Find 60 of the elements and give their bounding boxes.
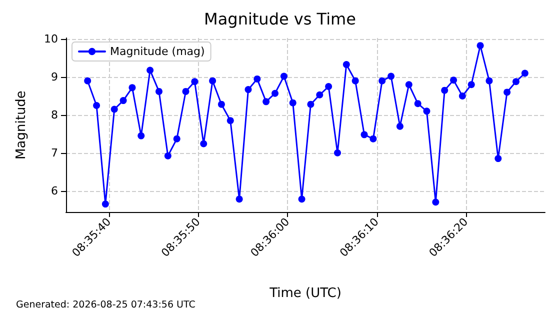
point [307,100,314,108]
point [280,72,288,80]
text: Generated: 2026-08-25 07:43:56 UTC [16,300,196,310]
point [146,66,154,74]
chart-title: Magnitude vs Time [204,10,356,28]
point [244,86,252,94]
point [173,135,180,142]
point [414,100,422,108]
point [396,122,404,130]
point [182,88,190,95]
y-tick-label: 10 [44,32,58,46]
point [352,77,359,84]
point [155,88,162,95]
point [441,86,448,94]
x-axis-title: Time (UTC) [268,286,342,301]
point [200,140,208,148]
y-tick-label: 7 [51,146,58,160]
y-tick-label: 9 [51,70,58,84]
point [450,76,458,84]
point [325,83,332,90]
point [476,42,484,50]
y-tick-label: 6 [51,184,58,198]
point [128,84,136,92]
point [423,108,430,115]
point [102,200,109,208]
point [334,149,341,156]
point [138,132,145,140]
point [468,81,475,88]
point [494,155,502,162]
point [236,196,243,203]
point [458,92,466,100]
point [360,131,368,138]
point [254,75,261,82]
point [521,70,528,77]
point [164,152,172,160]
y-tick-label: 8 [51,108,58,122]
point [370,135,377,142]
point [226,117,234,124]
point [191,78,198,86]
point [316,91,324,98]
point [378,77,386,84]
point [272,90,279,97]
legend-label: Magnitude (mag) [110,45,205,58]
point [342,61,350,68]
point [120,97,127,104]
point [486,77,493,84]
point [298,196,306,203]
point [209,77,216,84]
point [405,81,412,88]
point [388,72,395,80]
point [512,78,520,86]
point [504,88,511,96]
point [93,102,100,109]
point [218,100,225,108]
point [110,106,118,113]
point [84,77,92,84]
point [289,99,296,106]
point [432,198,440,206]
y-axis-title: Magnitude [14,90,29,160]
point [262,98,270,106]
